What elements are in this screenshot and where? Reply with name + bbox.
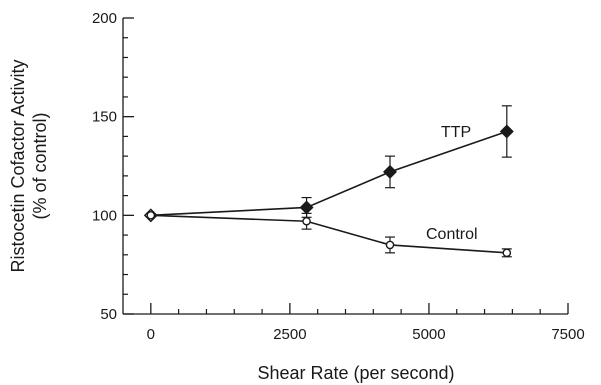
axis-tick-labels: 50 100 150 200 0 2500 5000 7500 bbox=[92, 10, 585, 343]
y-axis-title-line-1: Ristocetin Cofactor Activity bbox=[8, 59, 28, 272]
data-point-control bbox=[502, 248, 512, 258]
data-point-control bbox=[385, 240, 395, 250]
data-point-control bbox=[302, 216, 311, 226]
y-tick-label: 50 bbox=[100, 306, 117, 323]
y-tick-label: 150 bbox=[92, 109, 117, 126]
data-point-ttp bbox=[299, 200, 314, 215]
x-axis-title: Shear Rate (per second) bbox=[257, 363, 454, 383]
y-tick-label: 200 bbox=[92, 10, 117, 27]
x-tick-label: 0 bbox=[147, 326, 155, 343]
x-tick-label: 7500 bbox=[551, 326, 584, 343]
x-tick-label: 5000 bbox=[412, 326, 445, 343]
axes bbox=[122, 18, 568, 315]
y-axis-title-line-2: (% of control) bbox=[30, 112, 50, 219]
series-layer bbox=[143, 105, 514, 258]
series-line-control bbox=[150, 214, 507, 254]
data-point-ttp bbox=[499, 124, 514, 139]
y-tick-label: 100 bbox=[92, 207, 117, 224]
series-label-control: Control bbox=[426, 226, 478, 243]
data-point-ttp bbox=[383, 164, 397, 179]
series-line-ttp bbox=[150, 130, 508, 217]
data-point-control bbox=[146, 211, 156, 220]
series-label-ttp: TTP bbox=[441, 124, 471, 141]
x-tick-label: 2500 bbox=[273, 326, 306, 343]
axis-ticks bbox=[123, 17, 569, 315]
